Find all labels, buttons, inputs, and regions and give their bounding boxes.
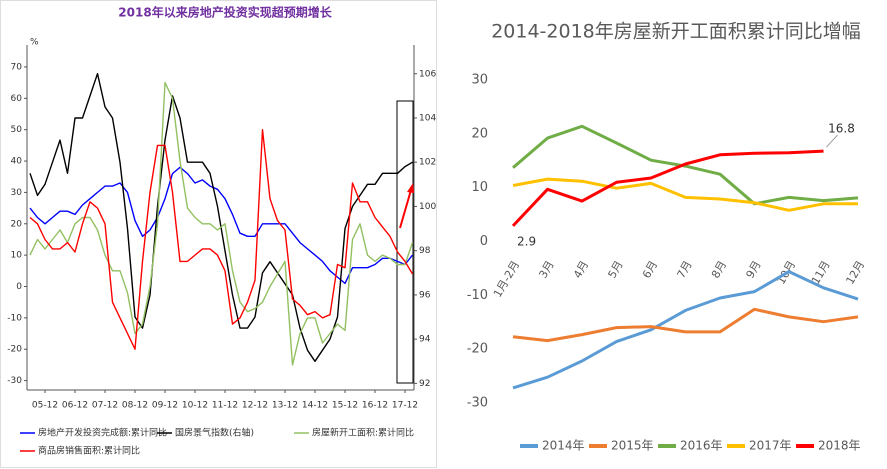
y-tick-label: 50 bbox=[11, 125, 23, 135]
y-tick-label: 20 bbox=[471, 126, 488, 141]
y-tick-label: 30 bbox=[11, 188, 23, 198]
x-tick-label: 6月 bbox=[640, 259, 660, 281]
x-tick-label: 14-12 bbox=[302, 401, 328, 411]
y2-tick-label: 100 bbox=[419, 202, 436, 212]
series-line bbox=[29, 129, 414, 350]
series-line bbox=[512, 270, 859, 390]
left-frame bbox=[0, 0, 437, 468]
y-tick-label: 0 bbox=[480, 234, 488, 249]
y-tick-label: -20 bbox=[467, 342, 488, 357]
y-tick-label: -10 bbox=[467, 288, 488, 303]
y-tick-label: -30 bbox=[7, 376, 22, 386]
y-tick-label: 20 bbox=[11, 219, 23, 229]
y-unit: % bbox=[30, 38, 39, 48]
y-tick-label: -20 bbox=[7, 345, 22, 355]
highlight-box bbox=[396, 100, 414, 384]
x-tick-label: 06-12 bbox=[62, 401, 88, 411]
legend-label: 2015年 bbox=[611, 439, 654, 453]
y-tick-label: 10 bbox=[471, 180, 488, 195]
series-line bbox=[512, 177, 858, 212]
x-tick-label: 09-12 bbox=[152, 401, 178, 411]
x-tick-label: 12-12 bbox=[242, 401, 268, 411]
series-line bbox=[29, 166, 414, 285]
legend-label: 商品房销售面积:累计同比 bbox=[38, 445, 140, 457]
series-line bbox=[512, 307, 859, 343]
x-tick-label: 4月 bbox=[571, 259, 591, 281]
series-line bbox=[512, 124, 859, 206]
y2-tick-label: 92 bbox=[419, 379, 430, 389]
y-tick-label: -10 bbox=[7, 313, 22, 323]
y2-tick-label: 106 bbox=[419, 69, 436, 79]
x-tick-label: 9月 bbox=[743, 259, 763, 281]
x-tick-label: 17-12 bbox=[392, 401, 418, 411]
y2-tick-label: 96 bbox=[419, 290, 431, 300]
label-leader bbox=[826, 134, 838, 148]
legend-label: 房屋新开工面积:累计同比 bbox=[312, 427, 414, 439]
x-tick-label: 13-12 bbox=[272, 401, 298, 411]
x-tick-label: 1月-2月 bbox=[491, 259, 522, 300]
x-tick-label: 7月 bbox=[674, 259, 694, 281]
x-tick-label: 07-12 bbox=[92, 401, 118, 411]
legend-label: 2016年 bbox=[680, 439, 723, 453]
y2-tick-label: 102 bbox=[419, 158, 436, 168]
y2-tick-label: 104 bbox=[419, 113, 436, 123]
y2-tick-label: 94 bbox=[419, 335, 431, 345]
x-tick-label: 05-12 bbox=[32, 401, 58, 411]
chart-title: 2018年以来房地产投资实现超预期增长 bbox=[118, 5, 332, 20]
x-tick-label: 5月 bbox=[605, 259, 625, 281]
x-tick-label: 8月 bbox=[709, 259, 729, 281]
x-tick-label: 15-12 bbox=[332, 401, 358, 411]
y-tick-label: 40 bbox=[11, 157, 23, 167]
y-tick-label: 10 bbox=[11, 251, 23, 261]
arrow-head bbox=[407, 183, 414, 193]
series-line bbox=[29, 81, 414, 366]
x-tick-label: 3月 bbox=[536, 259, 556, 281]
y-tick-label: 30 bbox=[471, 73, 488, 88]
y-tick-label: 70 bbox=[11, 62, 23, 72]
arrow bbox=[399, 189, 412, 229]
x-tick-label: 10-12 bbox=[182, 401, 208, 411]
y-tick-label: 60 bbox=[11, 94, 23, 104]
y-tick-label: 0 bbox=[16, 282, 22, 292]
x-tick-label: 12月 bbox=[843, 259, 867, 287]
y-tick-label: -30 bbox=[467, 396, 488, 411]
y2-tick-label: 98 bbox=[419, 246, 431, 256]
legend-label: 2017年 bbox=[749, 439, 792, 453]
data-label: 16.8 bbox=[828, 122, 855, 136]
series-line bbox=[511, 149, 824, 227]
legend-label: 2018年 bbox=[818, 439, 861, 453]
legend-label: 房地产开发投资完成额:累计同比 bbox=[38, 427, 167, 439]
x-tick-label: 08-12 bbox=[122, 401, 148, 411]
legend-label: 2014年 bbox=[542, 439, 585, 453]
x-tick-label: 16-12 bbox=[362, 401, 388, 411]
data-label: 2.9 bbox=[517, 234, 536, 248]
x-tick-label: 11-12 bbox=[212, 401, 238, 411]
legend-label: 国房景气指数(右轴) bbox=[175, 427, 254, 439]
chart-title: 2014-2018年房屋新开工面积累计同比增幅 bbox=[491, 21, 861, 43]
